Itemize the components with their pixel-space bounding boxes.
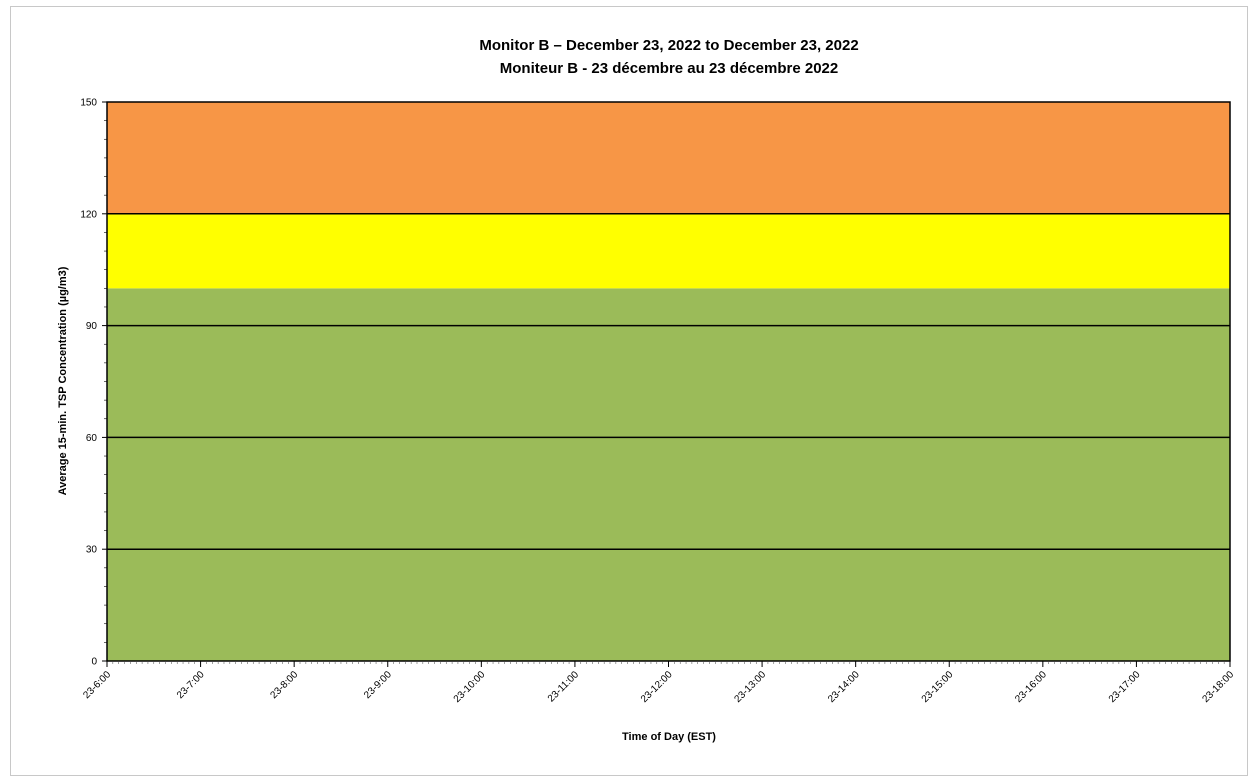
x-tick-label-23-9:00: 23-9:00 <box>362 669 394 701</box>
x-tick-label-23-18:00: 23-18:00 <box>1200 669 1236 705</box>
x-tick-label-23-7:00: 23-7:00 <box>175 669 207 701</box>
y-axis: 0 30 60 90 120 150 <box>80 98 107 668</box>
y-tick-label-150: 150 <box>80 98 97 109</box>
x-tick-label-23-10:00: 23-10:00 <box>452 669 488 705</box>
x-tick-label-23-12:00: 23-12:00 <box>639 669 675 705</box>
y-tick-label-120: 120 <box>80 209 97 220</box>
gridlines <box>107 213 1230 550</box>
x-tick-label-23-6:00: 23-6:00 <box>81 669 113 701</box>
x-tick-label-23-15:00: 23-15:00 <box>920 669 956 705</box>
chart-subtitle: Moniteur B - 23 décembre au 23 décembre … <box>500 60 838 77</box>
y-tick-label-60: 60 <box>86 433 98 444</box>
x-axis: 23-6:00 23-7:00 23-8:00 23-9:00 23-10:00 23-1… <box>81 661 1236 705</box>
x-tick-label-23-8:00: 23-8:00 <box>269 669 301 701</box>
y-tick-label-0: 0 <box>91 657 97 668</box>
y-tick-label-90: 90 <box>86 321 98 332</box>
band-100-120 <box>107 213 1230 289</box>
x-tick-label-23-17:00: 23-17:00 <box>1107 669 1143 705</box>
x-axis-title: Time of Day (EST) <box>622 731 716 743</box>
x-tick-label-23-13:00: 23-13:00 <box>733 669 769 705</box>
y-axis-title: Average 15-min. TSP Concentration (µg/m3… <box>57 266 69 495</box>
threshold-bands <box>107 102 1230 661</box>
band-120-150 <box>107 102 1230 214</box>
x-tick-label-23-14:00: 23-14:00 <box>826 669 862 705</box>
x-tick-label-23-16:00: 23-16:00 <box>1013 669 1049 705</box>
chart-title: Monitor B – December 23, 2022 to Decembe… <box>479 37 858 54</box>
band-0-100 <box>107 288 1230 661</box>
y-tick-label-30: 30 <box>86 545 98 556</box>
x-tick-label-23-11:00: 23-11:00 <box>546 669 581 704</box>
